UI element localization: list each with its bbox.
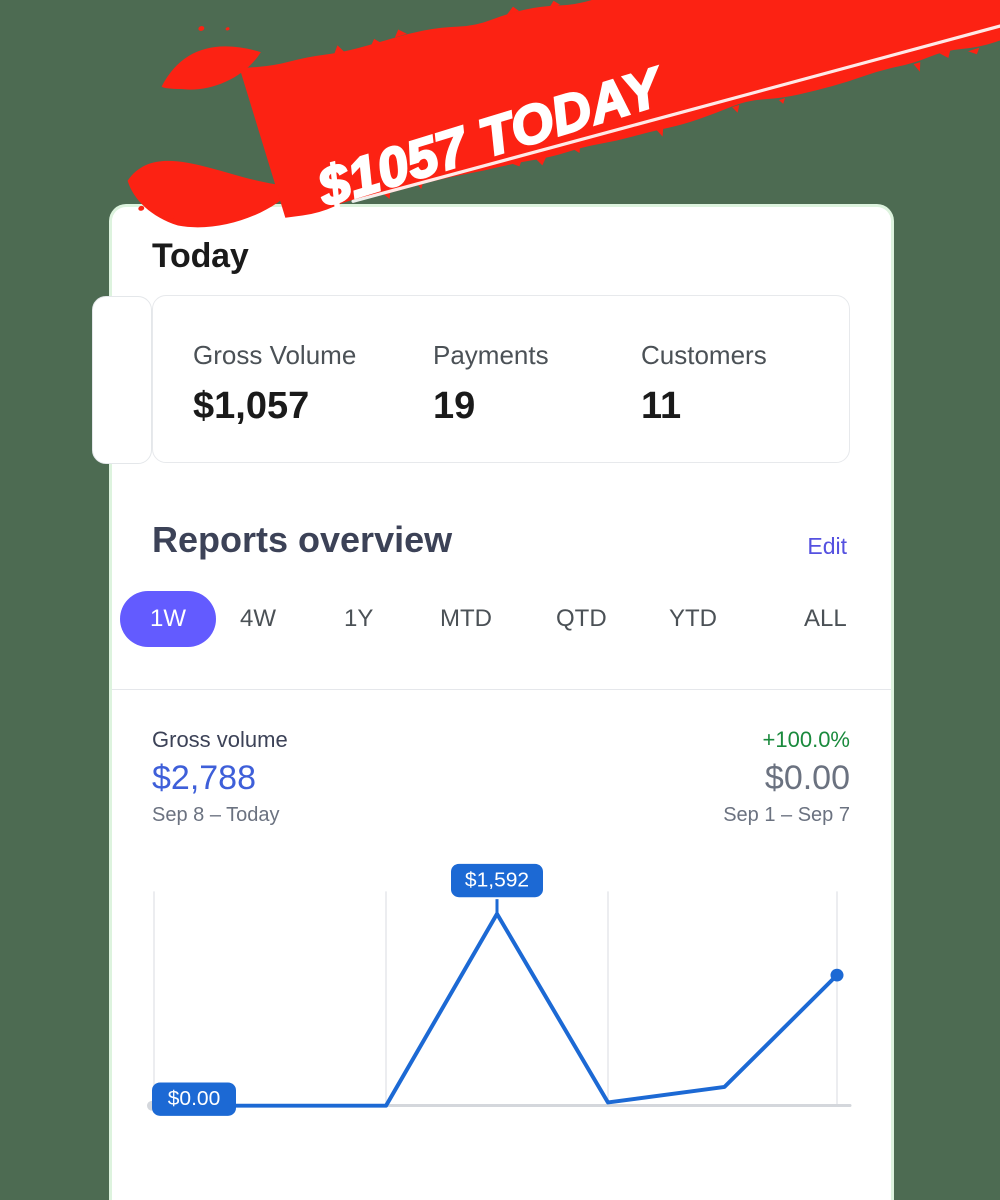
svg-text:$0.00: $0.00 (168, 1087, 221, 1110)
svg-text:$1057 TODAY: $1057 TODAY (310, 56, 672, 219)
svg-text:$1,592: $1,592 (465, 869, 529, 892)
